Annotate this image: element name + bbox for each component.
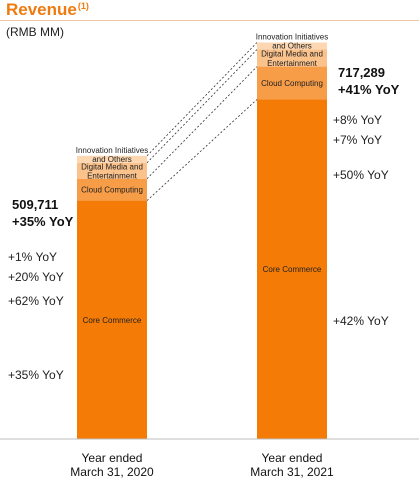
connector-seg-innovation [146, 42, 258, 157]
seg-digital-media-label-2: Digital Media and Entertainment [261, 50, 323, 68]
bars-group [77, 42, 327, 439]
seg-cloud-computing-bar-2 [257, 66, 327, 100]
seg-core-commerce-label-1: Core Commerce [83, 316, 142, 325]
yoy-seg-cloud-computing-1: +62% YoY [8, 294, 64, 308]
connector-lines [146, 42, 258, 201]
yoy-seg-core-commerce-2: +42% YoY [333, 314, 389, 328]
seg-innovation-label-1: Innovation Initiatives and Others [76, 146, 149, 164]
category-label-2: Year ended March 31, 2021 [250, 451, 334, 479]
total-value-2: 717,289 [338, 65, 385, 80]
seg-cloud-computing-label-1: Cloud Computing [81, 186, 143, 195]
seg-core-commerce-bar-2 [257, 99, 327, 439]
total-value-1: 509,711 [12, 197, 58, 212]
connector-seg-core-commerce [146, 99, 258, 201]
connector-seg-digital-media [146, 49, 258, 164]
footnote-marker: (1) [77, 1, 89, 11]
labels-group: Core Commerce Cloud Computing Digital Medi… [8, 33, 400, 479]
seg-digital-media-bar-2 [257, 49, 327, 67]
title-divider [0, 20, 419, 21]
yoy-seg-innovation-2: +8% YoY [333, 113, 382, 127]
category-label-1: Year ended March 31, 2020 [70, 451, 154, 479]
yoy-seg-cloud-computing-2: +50% YoY [333, 168, 389, 182]
seg-core-commerce-label-2: Core Commerce [263, 265, 322, 274]
seg-cloud-computing-label-2: Cloud Computing [261, 79, 323, 88]
seg-digital-media-label-1: Digital Media and Entertainment [81, 162, 143, 180]
yoy-seg-digital-media-1: +20% YoY [8, 270, 64, 284]
seg-innovation-bar-2 [257, 42, 327, 50]
seg-innovation-label-2: Innovation Initiatives and Others [256, 33, 329, 51]
title-text: Revenue [6, 0, 77, 19]
seg-digital-media-bar-1 [77, 162, 147, 179]
yoy-seg-innovation-1: +1% YoY [8, 250, 57, 264]
yoy-seg-digital-media-2: +7% YoY [333, 133, 382, 147]
total-yoy-1: +35% YoY [12, 214, 74, 229]
seg-innovation-bar-1 [77, 155, 147, 163]
seg-core-commerce-bar-1 [77, 200, 147, 439]
chart-title: Revenue(1) [6, 0, 89, 20]
seg-cloud-computing-bar-1 [77, 178, 147, 201]
total-yoy-2: +41% YoY [338, 82, 400, 97]
unit-label: (RMB MM) [6, 25, 64, 39]
connector-seg-cloud-computing [146, 66, 258, 180]
yoy-seg-core-commerce-1: +35% YoY [8, 368, 64, 382]
